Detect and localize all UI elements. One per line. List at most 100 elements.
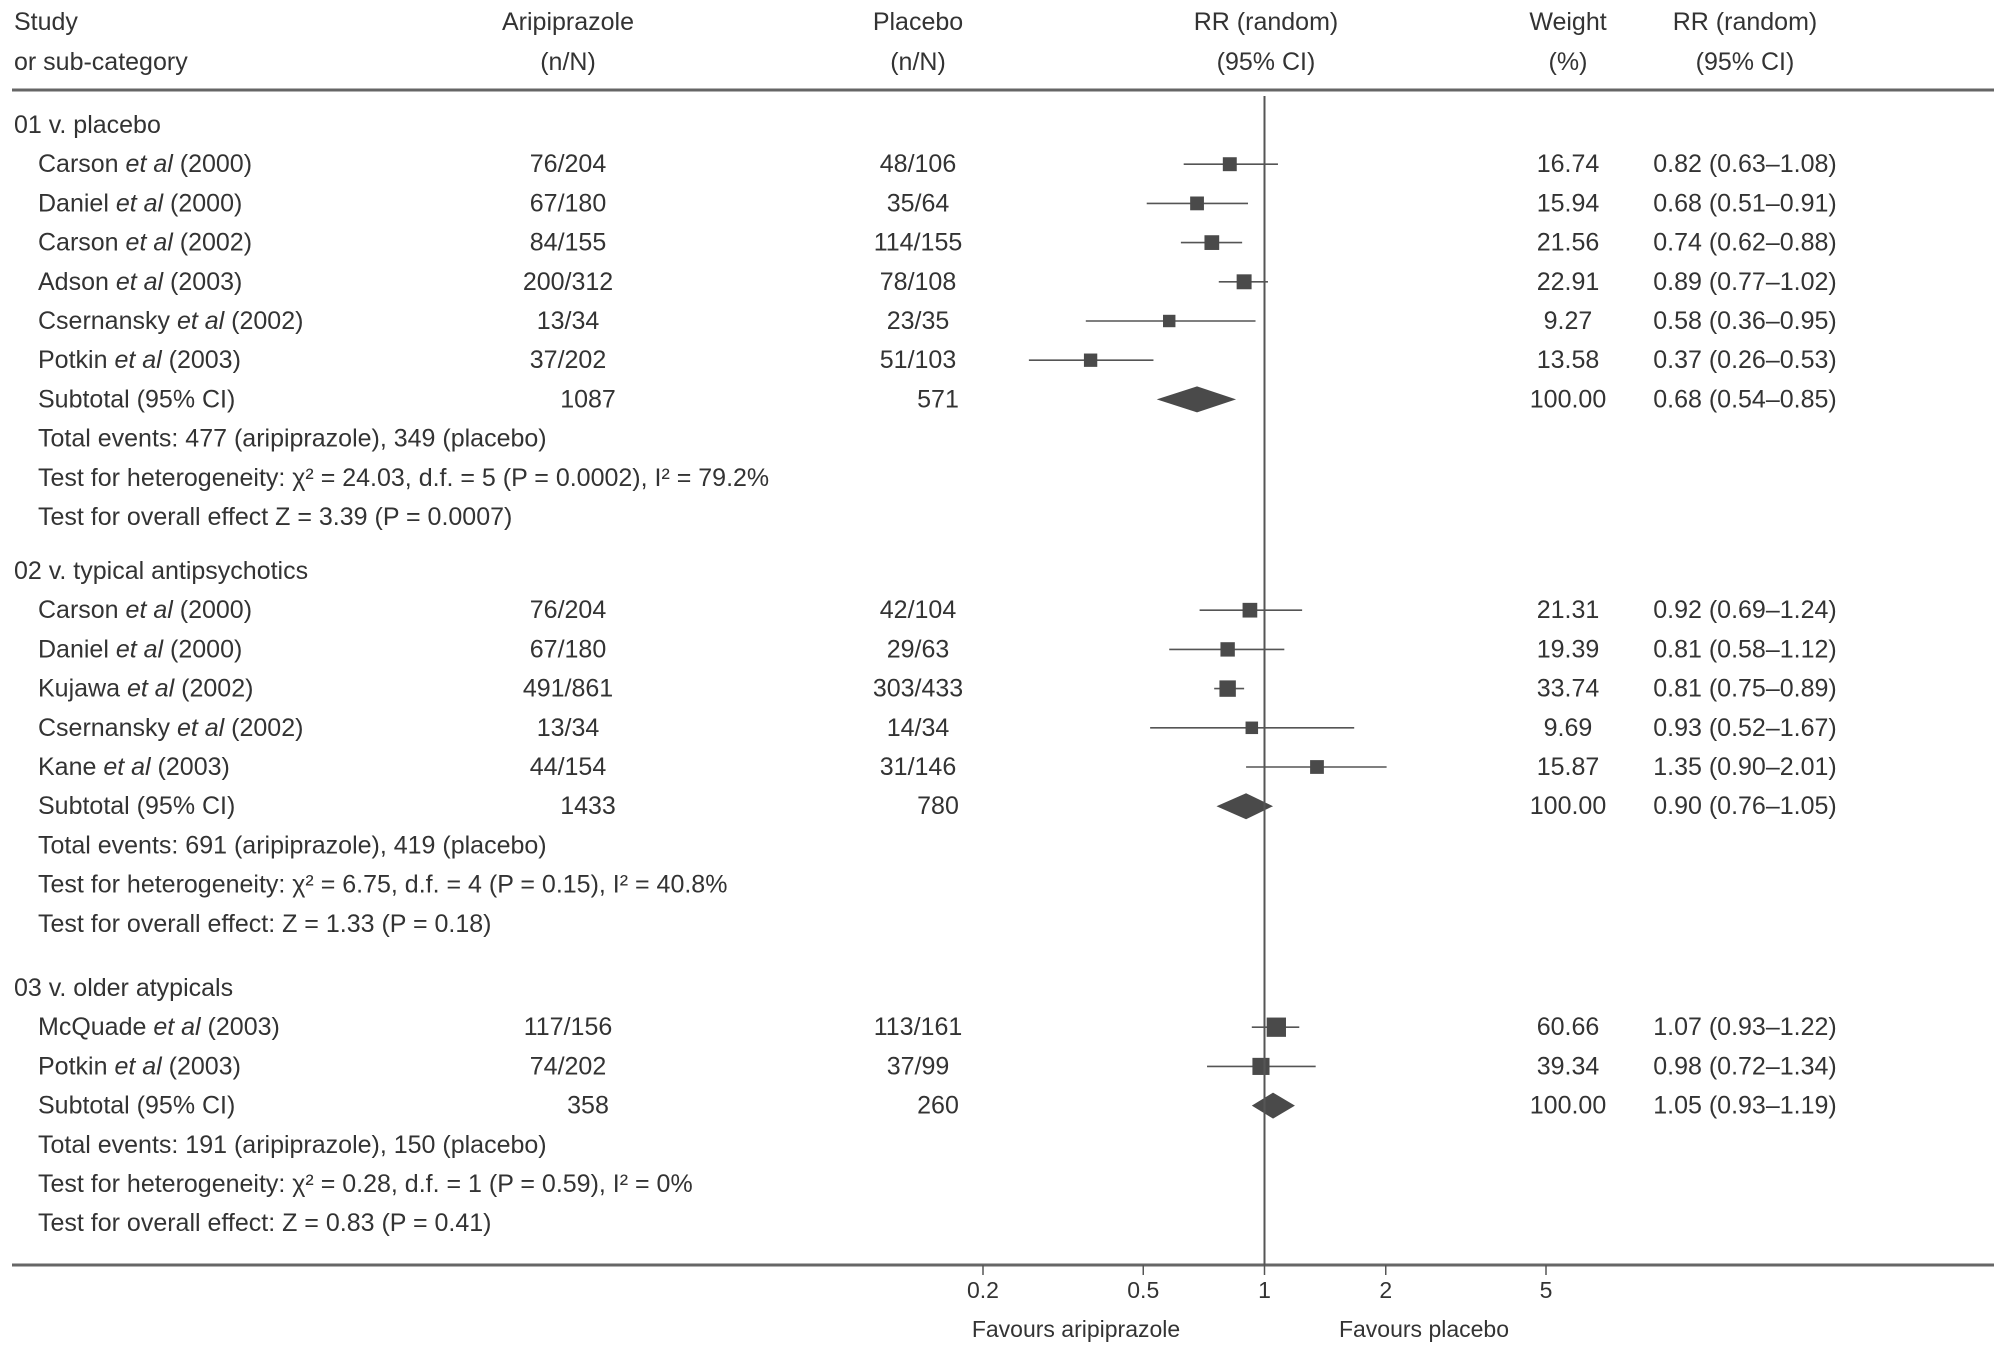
header-control-sub: (n/N) bbox=[890, 48, 946, 76]
study-row-g2-2-label: Daniel et al (2000) bbox=[38, 635, 242, 663]
study-row-g1-6-weight: 13.58 bbox=[1537, 346, 1600, 374]
subtotal-g1-label: Subtotal (95% CI) bbox=[38, 385, 235, 413]
study-row-g3-1-control: 113/161 bbox=[874, 1013, 963, 1041]
study-row-g1-6-label: Potkin et al (2003) bbox=[38, 346, 241, 374]
note-g3-2: Test for heterogeneity: χ² = 0.28, d.f. … bbox=[38, 1170, 693, 1198]
study-row-g2-1-label: Carson et al (2000) bbox=[38, 596, 252, 624]
study-row-g1-1-weight: 16.74 bbox=[1537, 150, 1600, 178]
subtotal-g2-control: 780 bbox=[917, 792, 959, 820]
study-row-g2-5-label: Kane et al (2003) bbox=[38, 753, 230, 781]
study-row-g3-1-estimate: 1.07 (0.93–1.22) bbox=[1653, 1013, 1836, 1041]
study-row-g2-2-estimate: 0.81 (0.58–1.12) bbox=[1653, 635, 1836, 663]
note-g3-1: Total events: 191 (aripiprazole), 150 (p… bbox=[38, 1131, 547, 1159]
study-row-g2-5-control: 31/146 bbox=[880, 753, 956, 781]
subtotal-g3-treatment: 358 bbox=[567, 1092, 609, 1120]
study-row-g2-3-label: Kujawa et al (2002) bbox=[38, 675, 253, 703]
study-row-g1-2-weight: 15.94 bbox=[1537, 189, 1600, 217]
note-g1-3: Test for overall effect Z = 3.39 (P = 0.… bbox=[38, 503, 512, 531]
study-row-g2-1-treatment: 76/204 bbox=[530, 596, 607, 624]
header-treatment-sub: (n/N) bbox=[540, 48, 596, 76]
study-rows: 01 v. placebo Carson et al (2000) 76/204 48… bbox=[14, 111, 1837, 1237]
study-row-g2-2-weight: 19.39 bbox=[1537, 635, 1600, 663]
study-row-g1-3-label: Carson et al (2002) bbox=[38, 229, 252, 257]
subtotal-g3-control: 260 bbox=[917, 1092, 959, 1120]
subtotal-g1-diamond bbox=[1156, 386, 1237, 413]
plot-marks bbox=[1028, 157, 1387, 1119]
study-row-g3-1-treatment: 117/156 bbox=[524, 1013, 613, 1041]
study-row-g2-4-estimate: 0.93 (0.52–1.67) bbox=[1653, 714, 1836, 742]
header-treatment: Aripiprazole bbox=[502, 8, 634, 36]
rules bbox=[12, 88, 1994, 1267]
study-row-g3-2-treatment: 74/202 bbox=[530, 1052, 606, 1080]
study-row-g3-2-weight: 39.34 bbox=[1537, 1052, 1600, 1080]
header-plot: RR (random) bbox=[1194, 8, 1338, 36]
study-row-g2-5-estimate: 1.35 (0.90–2.01) bbox=[1653, 753, 1836, 781]
subtotal-g3-label: Subtotal (95% CI) bbox=[38, 1092, 235, 1120]
study-row-g2-3-weight: 33.74 bbox=[1537, 675, 1600, 703]
study-row-g1-5-control: 23/35 bbox=[887, 307, 950, 335]
study-row-g2-5-treatment: 44/154 bbox=[530, 753, 607, 781]
header-plot-sub: (95% CI) bbox=[1217, 48, 1316, 76]
note-g2-1: Total events: 691 (aripiprazole), 419 (p… bbox=[38, 831, 547, 859]
note-g1-1: Total events: 477 (aripiprazole), 349 (p… bbox=[38, 425, 547, 453]
subtotal-g2-weight: 100.00 bbox=[1530, 792, 1606, 820]
study-row-g1-3-estimate: 0.74 (0.62–0.88) bbox=[1653, 229, 1836, 257]
note-g3-3: Test for overall effect: Z = 0.83 (P = 0… bbox=[38, 1209, 491, 1237]
study-row-g2-2-treatment: 67/180 bbox=[530, 635, 606, 663]
header-control: Placebo bbox=[873, 8, 963, 36]
study-row-g3-2-estimate: 0.98 (0.72–1.34) bbox=[1653, 1052, 1836, 1080]
study-row-g1-1-control: 48/106 bbox=[880, 150, 956, 178]
study-row-g1-4-label: Adson et al (2003) bbox=[38, 268, 242, 296]
group-title-3: 03 v. older atypicals bbox=[14, 974, 233, 1002]
study-row-g2-1-marker bbox=[1242, 602, 1258, 618]
study-row-g2-3-treatment: 491/861 bbox=[523, 675, 613, 703]
study-row-g1-3-weight: 21.56 bbox=[1537, 229, 1600, 257]
study-row-g1-2-label: Daniel et al (2000) bbox=[38, 189, 242, 217]
group-title-2: 02 v. typical antipsychotics bbox=[14, 557, 308, 585]
study-row-g1-3-treatment: 84/155 bbox=[530, 229, 606, 257]
study-row-g2-4-treatment: 13/34 bbox=[537, 714, 600, 742]
note-g2-3: Test for overall effect: Z = 1.33 (P = 0… bbox=[38, 910, 491, 938]
subtotal-g2-estimate: 0.90 (0.76–1.05) bbox=[1653, 792, 1836, 820]
x-tick-label-1: 0.2 bbox=[967, 1277, 999, 1303]
study-row-g2-3-marker bbox=[1219, 680, 1236, 697]
study-row-g2-4-weight: 9.69 bbox=[1544, 714, 1593, 742]
study-row-g1-6-estimate: 0.37 (0.26–0.53) bbox=[1653, 346, 1836, 374]
study-row-g2-5-weight: 15.87 bbox=[1537, 753, 1600, 781]
x-tick-label-4: 2 bbox=[1379, 1277, 1392, 1303]
study-row-g1-4-marker bbox=[1236, 274, 1252, 290]
study-row-g1-6-treatment: 37/202 bbox=[530, 346, 606, 374]
study-row-g1-3-control: 114/155 bbox=[874, 229, 963, 257]
study-row-g1-6-marker bbox=[1083, 353, 1098, 367]
study-row-g2-3-control: 303/433 bbox=[873, 675, 963, 703]
study-row-g3-1-weight: 60.66 bbox=[1537, 1013, 1600, 1041]
study-row-g2-4-label: Csernansky et al (2002) bbox=[38, 714, 303, 742]
favours-right-label: Favours placebo bbox=[1339, 1316, 1509, 1342]
x-tick-label-2: 0.5 bbox=[1127, 1277, 1159, 1303]
subtotal-g3-diamond bbox=[1251, 1092, 1295, 1119]
column-headers: Study or sub-category Aripiprazole (n/N) Pla… bbox=[14, 8, 1817, 76]
study-row-g1-4-estimate: 0.89 (0.77–1.02) bbox=[1653, 268, 1836, 296]
study-row-g1-2-control: 35/64 bbox=[887, 189, 950, 217]
study-row-g3-2-label: Potkin et al (2003) bbox=[38, 1052, 241, 1080]
subtotal-g2-diamond bbox=[1216, 793, 1274, 820]
x-tick-label-5: 5 bbox=[1540, 1277, 1553, 1303]
favours-left-label: Favours aripiprazole bbox=[972, 1316, 1180, 1342]
study-row-g1-5-weight: 9.27 bbox=[1544, 307, 1593, 335]
header-estimate-sub: (95% CI) bbox=[1696, 48, 1795, 76]
header-study-sub: or sub-category bbox=[14, 48, 188, 76]
study-row-g2-2-control: 29/63 bbox=[887, 635, 950, 663]
study-row-g1-5-treatment: 13/34 bbox=[537, 307, 600, 335]
header-weight-sub: (%) bbox=[1549, 48, 1588, 76]
study-row-g1-4-control: 78/108 bbox=[880, 268, 956, 296]
study-row-g2-4-marker bbox=[1245, 721, 1259, 735]
study-row-g2-1-weight: 21.31 bbox=[1537, 596, 1600, 624]
group-title-1: 01 v. placebo bbox=[14, 111, 161, 139]
study-row-g1-1-label: Carson et al (2000) bbox=[38, 150, 252, 178]
study-row-g1-2-treatment: 67/180 bbox=[530, 189, 606, 217]
study-row-g2-2-marker bbox=[1220, 642, 1235, 657]
study-row-g2-1-estimate: 0.92 (0.69–1.24) bbox=[1653, 596, 1836, 624]
study-row-g2-4-control: 14/34 bbox=[887, 714, 950, 742]
note-g2-2: Test for heterogeneity: χ² = 6.75, d.f. … bbox=[38, 871, 727, 899]
